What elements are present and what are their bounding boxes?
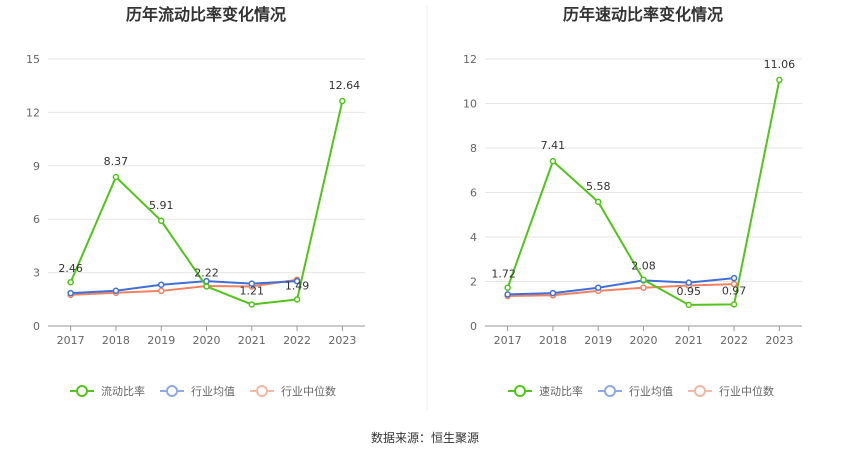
x-tick-label: 2017 [494,334,522,347]
data-label: 0.97 [722,284,747,297]
data-label: 1.72 [491,268,516,281]
data-label: 2.08 [631,260,656,273]
legend-item-1[interactable]: 行业均值 [598,385,673,398]
x-tick-label: 2019 [584,334,612,347]
data-label: 0.95 [677,285,702,298]
x-tick-label: 2018 [539,334,567,347]
data-label: 2.46 [58,262,83,275]
series-1-line [70,280,298,295]
data-label: 5.91 [149,199,174,212]
y-tick-label: 4 [470,231,477,244]
series-2-point [640,284,647,291]
data-label: 2.22 [194,266,219,279]
series-1-point [594,284,602,291]
data-label: 11.06 [764,58,796,71]
legend-label: 速动比率 [539,384,583,398]
legend-label: 流动比率 [101,384,145,398]
x-tick-label: 2022 [283,334,311,347]
data-label: 8.37 [104,155,129,168]
series-1-point [293,277,301,285]
series-0-point [549,157,557,165]
legend-swatch-marker [256,385,268,397]
current-ratio-chart: 历年流动比率变化情况 0 3 6 9 12 15 2017 2018 2019 2020 2021 2… [26,5,365,398]
x-tick-label: 2017 [57,334,85,347]
y-tick-label: 0 [33,320,40,333]
x-tick-label: 2022 [720,334,748,347]
series-0-point [504,284,511,291]
legend-swatch-marker [514,385,526,397]
legend-label: 行业中位数 [281,384,336,398]
series-1-point [685,279,693,286]
series-1-point [112,287,120,295]
x-tick-label: 2018 [102,334,130,347]
data-label: 5.58 [586,180,611,193]
y-tick-label: 3 [33,267,40,280]
legend-item-2[interactable]: 行业中位数 [250,384,336,398]
y-tick-label: 6 [33,213,40,226]
y-tick-label: 15 [26,53,40,66]
y-tick-label: 2 [470,276,477,289]
x-tick-label: 2020 [630,334,658,347]
series-0-point [685,301,693,309]
legend-swatch-marker [166,385,178,397]
data-label: 12.64 [329,79,361,92]
x-tick-label: 2020 [193,334,221,347]
series-0-point [203,283,210,290]
data-label: 7.41 [541,139,566,152]
legend-swatch-marker [604,385,616,397]
data-label: 1.21 [240,284,265,297]
series-0-point [112,173,120,181]
legend-label: 行业中位数 [719,384,774,398]
data-label: 1.49 [285,279,310,292]
y-tick-label: 6 [470,187,477,200]
y-tick-label: 9 [33,160,40,173]
x-tick-label: 2021 [238,334,266,347]
series-0-point [730,301,738,308]
series-1-point [504,291,511,298]
y-tick-label: 12 [26,106,40,119]
legend-item-0[interactable]: 流动比率 [70,384,145,398]
series-1-point [67,289,74,297]
chart-title: 历年速动比率变化情况 [563,5,723,24]
y-tick-label: 10 [463,98,477,111]
series-2-line [507,283,735,297]
quick-ratio-chart: 历年速动比率变化情况 0 2 4 6 8 10 12 2017 2018 2019 2020 2021… [463,5,802,398]
series-0-point [640,276,647,283]
legend-label: 行业均值 [629,385,673,398]
legend-swatch-marker [694,385,706,397]
legend-item-0[interactable]: 速动比率 [508,384,583,398]
series-0-point [339,97,346,105]
series-0-point [67,278,74,286]
x-tick-label: 2023 [328,334,356,347]
series-1-point [248,280,256,287]
x-tick-label: 2021 [675,334,703,347]
x-tick-label: 2023 [765,334,793,347]
series-0-point [594,198,602,206]
series-0-point [157,217,165,225]
legend-label: 行业均值 [191,385,235,398]
legend-swatch-marker [76,385,88,397]
series-1-point [549,289,557,297]
series-2-line [70,278,298,296]
series-1-line [507,277,735,296]
series-2-point [157,287,165,295]
data-source-note: 数据来源：恒生聚源 [371,430,479,445]
chart-title: 历年流动比率变化情况 [126,5,286,24]
series-0-point [248,301,256,308]
series-0-point [293,296,301,303]
series-2-point [730,280,738,288]
series-0-point [776,76,783,84]
series-1-point [157,281,165,288]
y-tick-label: 8 [470,142,477,155]
y-tick-label: 0 [470,320,477,333]
legend-item-2[interactable]: 行业中位数 [688,384,774,398]
legend-item-1[interactable]: 行业均值 [160,385,235,398]
series-1-point [730,274,738,282]
y-tick-label: 12 [463,53,477,66]
x-tick-label: 2019 [147,334,175,347]
